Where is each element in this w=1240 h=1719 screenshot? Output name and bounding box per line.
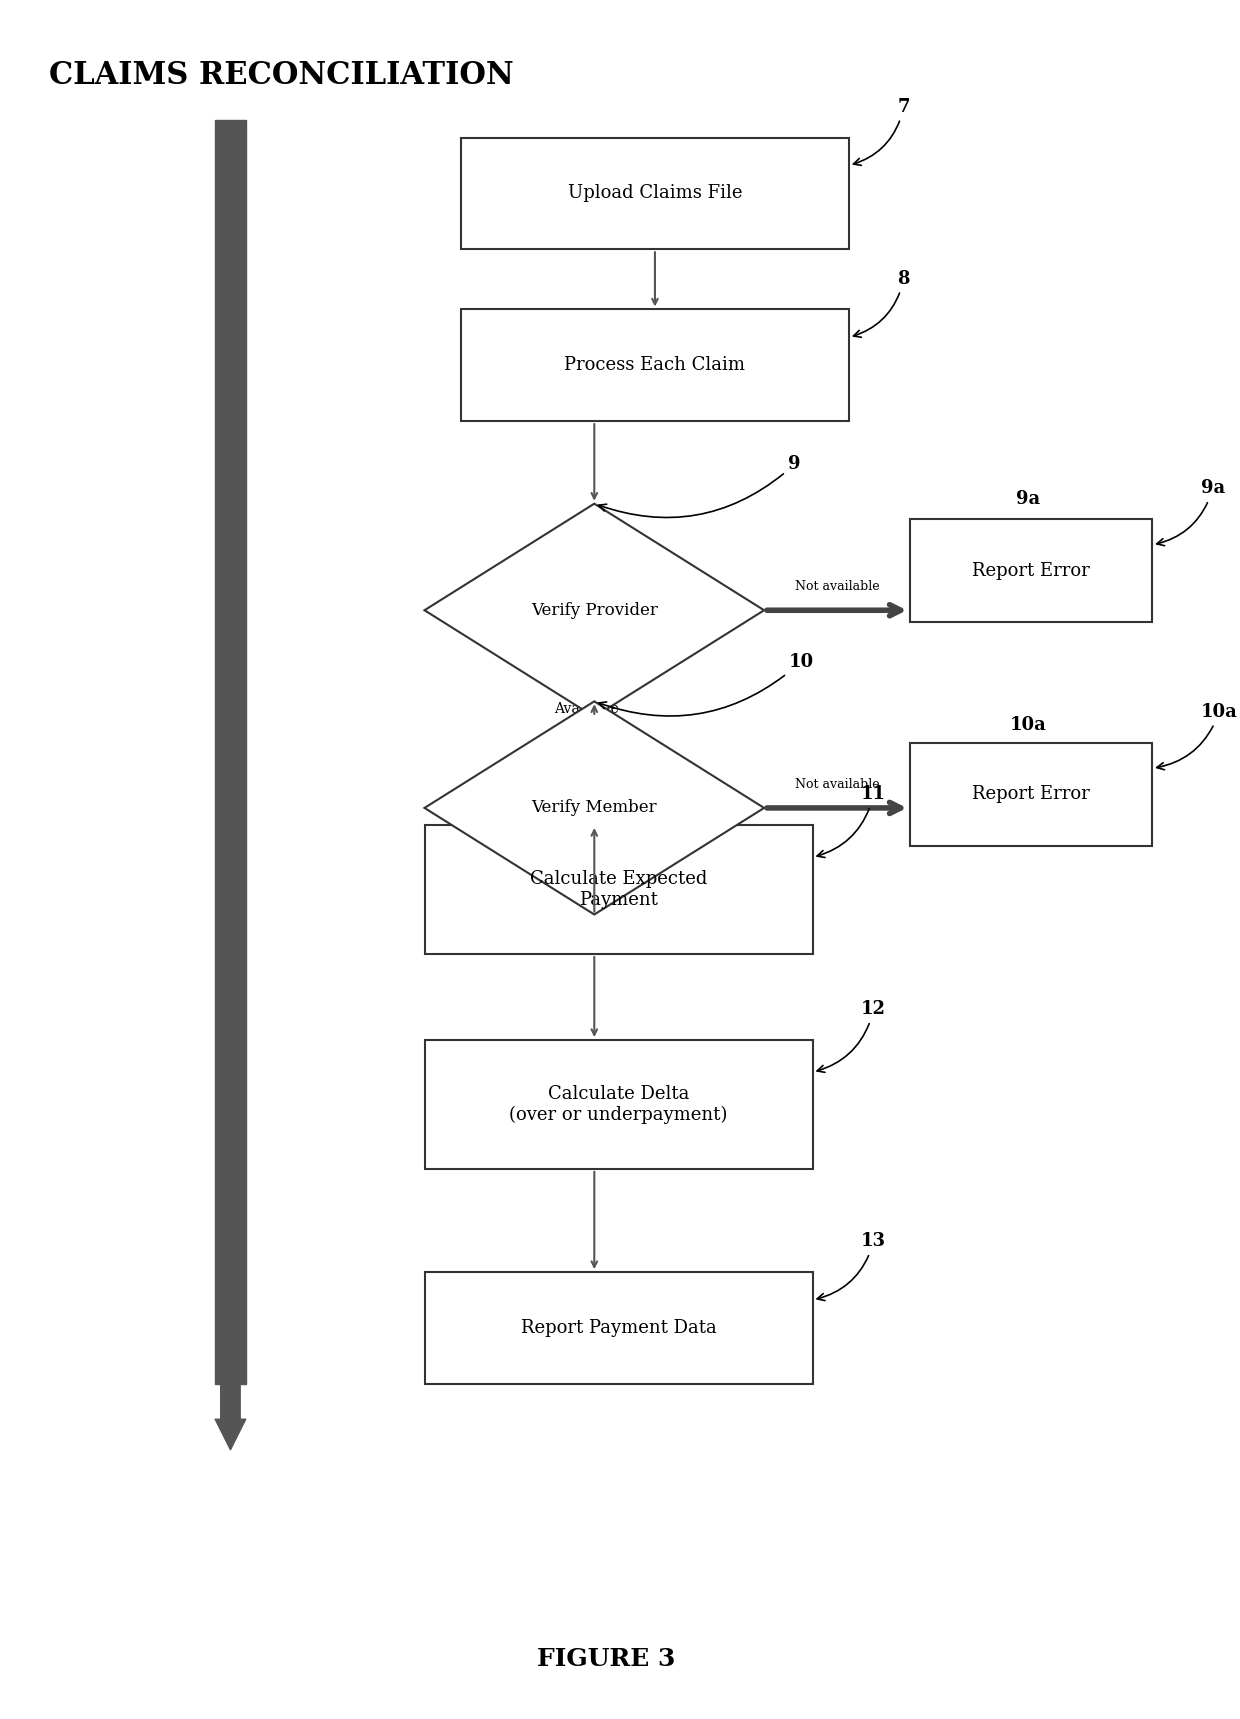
Text: Upload Claims File: Upload Claims File [568,184,743,203]
Text: Report Payment Data: Report Payment Data [521,1318,717,1337]
Text: Calculate Delta
(over or underpayment): Calculate Delta (over or underpayment) [510,1085,728,1124]
Polygon shape [424,504,764,717]
FancyBboxPatch shape [910,743,1152,846]
Text: 9a: 9a [1157,480,1225,545]
Text: Available: Available [554,701,619,717]
Text: Available: Available [554,863,619,877]
Text: 11: 11 [817,786,887,858]
Text: 7: 7 [853,98,910,165]
FancyArrowPatch shape [216,141,246,1449]
Text: 9: 9 [599,456,801,517]
Text: 9a: 9a [1017,490,1040,507]
FancyBboxPatch shape [910,519,1152,622]
Text: Process Each Claim: Process Each Claim [564,356,745,375]
FancyBboxPatch shape [424,1040,812,1169]
Text: Verify Member: Verify Member [532,799,657,817]
FancyBboxPatch shape [461,138,849,249]
Text: 12: 12 [817,1000,887,1073]
FancyBboxPatch shape [216,120,246,1384]
Text: Not available: Not available [795,777,879,791]
Text: CLAIMS RECONCILIATION: CLAIMS RECONCILIATION [48,60,513,91]
Text: 10a: 10a [1157,703,1238,770]
Text: 8: 8 [853,270,910,337]
Text: 13: 13 [817,1233,887,1301]
Text: FIGURE 3: FIGURE 3 [537,1647,676,1671]
Text: 10: 10 [599,653,813,717]
Text: Report Error: Report Error [972,786,1090,803]
Text: Not available: Not available [795,579,879,593]
Polygon shape [424,701,764,915]
FancyBboxPatch shape [424,1272,812,1384]
FancyBboxPatch shape [461,309,849,421]
Text: Report Error: Report Error [972,562,1090,579]
Text: 10a: 10a [1011,717,1047,734]
FancyBboxPatch shape [424,825,812,954]
Text: Calculate Expected
Payment: Calculate Expected Payment [529,870,707,909]
Text: Verify Provider: Verify Provider [531,602,657,619]
